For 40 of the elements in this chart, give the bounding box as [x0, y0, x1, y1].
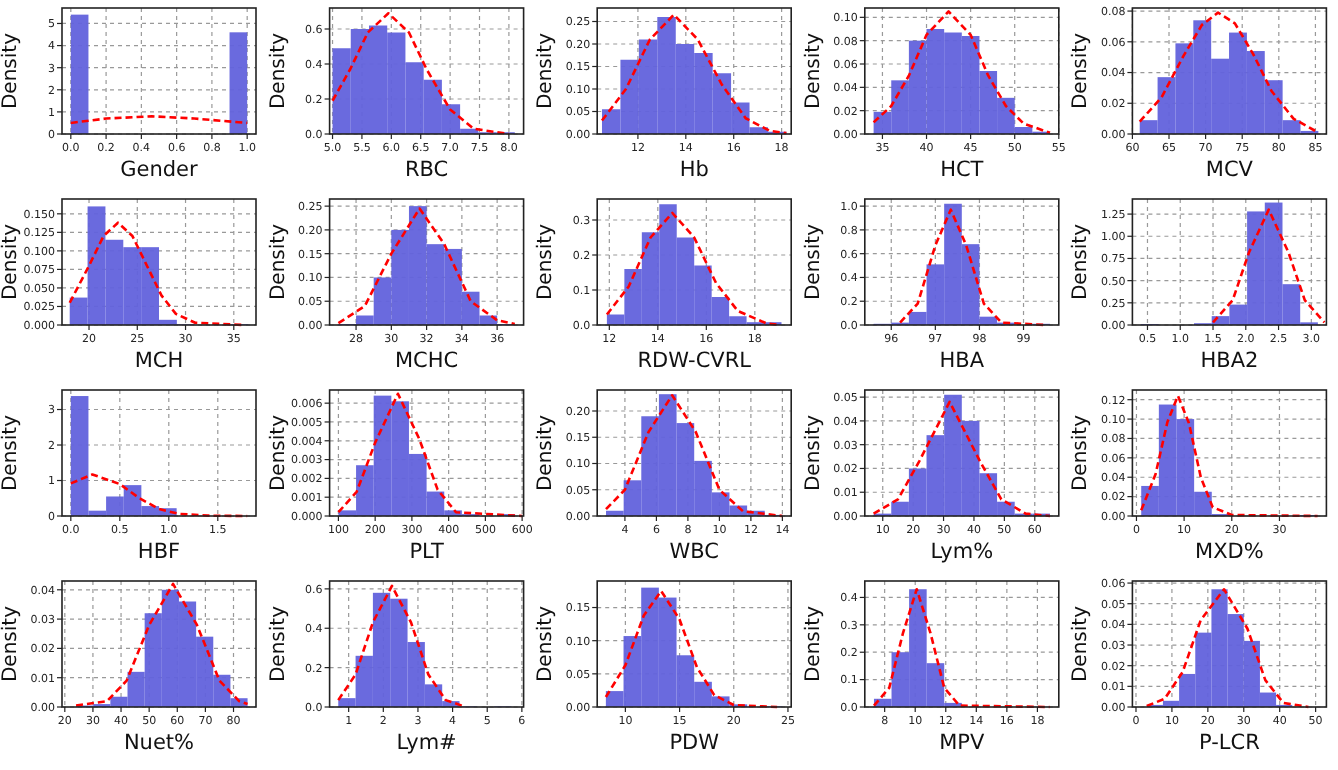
x-axis-title: PDW [669, 731, 721, 755]
y-axis-title: Density [1070, 32, 1093, 110]
x-axis-title: MPV [939, 731, 986, 755]
y-axis-title: Density [0, 605, 22, 683]
y-axis-title: Density [802, 223, 825, 301]
x-axis-title: RDW-CVRL [637, 349, 752, 373]
y-axis-title: Density [267, 32, 290, 110]
y-axis-title: Density [267, 414, 290, 492]
x-axis-title: Lym# [396, 731, 457, 755]
y-axis-title: Density [802, 32, 825, 110]
x-axis-title: HBF [137, 540, 181, 564]
y-axis-title: Density [0, 32, 22, 110]
y-axis-title: Density [267, 605, 290, 683]
y-axis-title: Density [802, 605, 825, 683]
y-axis-title: Density [267, 223, 290, 301]
x-axis-title: Nuet% [123, 731, 195, 755]
x-axis-title: HBA [939, 349, 986, 373]
x-axis-title: MCV [1205, 158, 1255, 182]
x-axis-title: PLT [409, 540, 445, 564]
x-axis-title: P-LCR [1199, 731, 1260, 755]
x-axis-title: Lym% [930, 540, 994, 564]
y-axis-title: Density [0, 414, 22, 492]
y-axis-title: Density [802, 414, 825, 492]
x-axis-title: RBC [404, 158, 449, 182]
x-axis-title: WBC [669, 540, 719, 564]
x-axis-title: Hb [679, 158, 710, 182]
y-axis-title: Density [535, 223, 558, 301]
x-axis-title: HBA2 [1200, 349, 1259, 373]
x-axis-title: HCT [940, 158, 985, 182]
y-axis-title: Density [535, 605, 558, 683]
y-axis-title: Density [1070, 605, 1093, 683]
x-axis-title: Gender [120, 158, 200, 182]
y-axis-title: Density [0, 223, 22, 301]
x-axis-title: MCHC [394, 349, 459, 373]
y-axis-title: Density [535, 414, 558, 492]
x-axis-title: MCH [134, 349, 184, 373]
y-axis-title: Density [1070, 223, 1093, 301]
y-axis-title: Density [1070, 414, 1093, 492]
x-axis-title: MXD% [1195, 540, 1264, 564]
y-axis-title: Density [535, 32, 558, 110]
